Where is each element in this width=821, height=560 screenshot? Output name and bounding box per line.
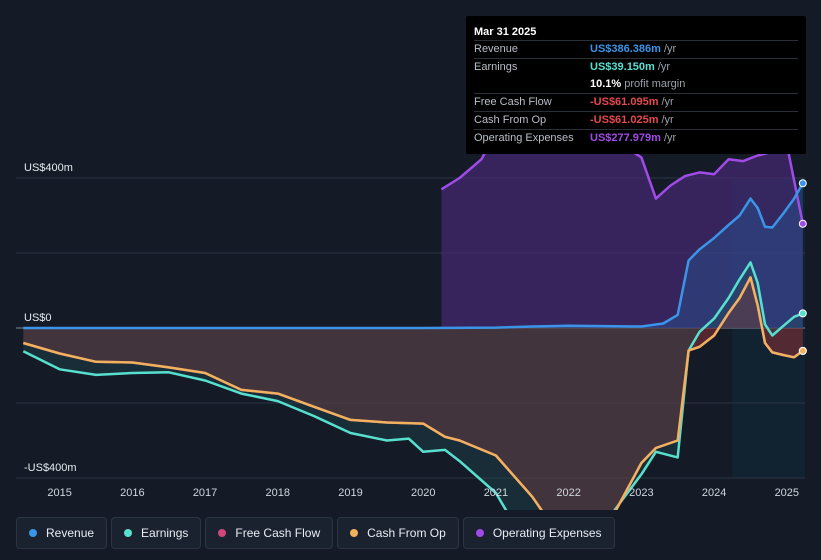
legend-item-cash-from-op[interactable]: Cash From Op — [337, 517, 459, 549]
x-tick-label: 2022 — [556, 487, 580, 499]
legend-label: Cash From Op — [367, 526, 446, 540]
legend: Revenue Earnings Free Cash Flow Cash From O… — [16, 517, 615, 549]
x-tick-label: 2015 — [47, 487, 71, 499]
tooltip-row-unit: /yr — [663, 43, 677, 55]
tooltip-row: Earnings US$39.150m/yr — [474, 58, 798, 76]
legend-label: Operating Expenses — [492, 526, 602, 540]
tooltip-row-label: Revenue — [474, 43, 519, 55]
tooltip-row-label — [474, 76, 590, 93]
tooltip-row-value: 10.1% — [590, 78, 622, 90]
legend-item-earnings[interactable]: Earnings — [111, 517, 202, 549]
marker-cash-from-op — [798, 346, 807, 355]
area-revenue — [23, 183, 803, 328]
tooltip-row: 10.1% profit margin — [474, 76, 798, 93]
tooltip-row-label: Cash From Op — [474, 114, 547, 126]
y-tick-label: US$400m — [24, 162, 73, 174]
legend-dot-icon — [124, 529, 133, 537]
legend-label: Earnings — [141, 526, 189, 540]
line-cash-from-op — [22, 276, 804, 510]
x-tick-label: 2021 — [484, 487, 508, 499]
tooltip-row-value: -US$61.095m — [590, 96, 659, 108]
x-tick-label: 2017 — [193, 487, 217, 499]
tooltip-row-unit: profit margin — [624, 78, 686, 90]
area-free-cash-flow — [23, 277, 803, 510]
tooltip-row-unit: /yr — [661, 114, 674, 126]
y-tick-label: US$0 — [24, 312, 52, 324]
tooltip-row-unit: /yr — [657, 61, 671, 73]
marker-operating-expenses — [798, 219, 807, 228]
x-tick-label: 2016 — [120, 487, 144, 499]
tooltip-row-value: US$39.150m — [590, 61, 655, 73]
area-earnings — [23, 262, 803, 510]
tooltip-panel: Mar 31 2025 Revenue US$386.386m/yr Earning… — [466, 16, 806, 154]
tooltip-row-unit: /yr — [661, 96, 674, 108]
legend-label: Revenue — [46, 526, 95, 540]
tooltip-row-value: US$277.979m — [590, 132, 661, 144]
legend-dot-icon — [29, 529, 37, 537]
marker-earnings — [798, 309, 807, 318]
x-tick-label: 2024 — [702, 487, 726, 499]
end-markers — [798, 179, 807, 355]
tooltip-row-label: Free Cash Flow — [474, 96, 552, 108]
y-tick-label: -US$400m — [24, 462, 77, 474]
tooltip-row: Free Cash Flow -US$61.095m/yr — [474, 93, 798, 111]
tooltip-row-value: -US$61.025m — [590, 114, 659, 126]
legend-dot-icon — [475, 529, 484, 537]
x-tick-label: 2023 — [629, 487, 653, 499]
line-revenue — [23, 182, 804, 330]
axis-labels: US$400m US$0 -US$400m 2015 2016 2017 2018 2019 2… — [24, 162, 799, 499]
tooltip-row-label: Operating Expenses — [474, 132, 574, 144]
tooltip-row: Cash From Op -US$61.025m/yr — [474, 111, 798, 129]
tooltip-row: Operating Expenses US$277.979m/yr — [474, 129, 798, 147]
tooltip-date: Mar 31 2025 — [474, 26, 537, 38]
tooltip-row-label: Earnings — [474, 61, 518, 73]
legend-dot-icon — [218, 529, 227, 537]
legend-item-revenue[interactable]: Revenue — [16, 517, 108, 549]
x-tick-label: 2019 — [338, 487, 362, 499]
x-tick-label: 2018 — [266, 487, 290, 499]
legend-label: Free Cash Flow — [235, 526, 321, 540]
marker-revenue — [798, 179, 807, 188]
legend-item-operating-expenses[interactable]: Operating Expenses — [462, 517, 615, 549]
legend-item-free-cash-flow[interactable]: Free Cash Flow — [205, 517, 334, 549]
tooltip-row-value: US$386.386m — [590, 43, 661, 55]
x-tick-label: 2020 — [411, 487, 435, 499]
tooltip-row: Revenue US$386.386m/yr — [474, 40, 798, 58]
tooltip-row-unit: /yr — [663, 132, 677, 144]
x-tick-label: 2025 — [775, 487, 799, 499]
line-earnings — [22, 261, 804, 510]
legend-dot-icon — [350, 529, 359, 537]
